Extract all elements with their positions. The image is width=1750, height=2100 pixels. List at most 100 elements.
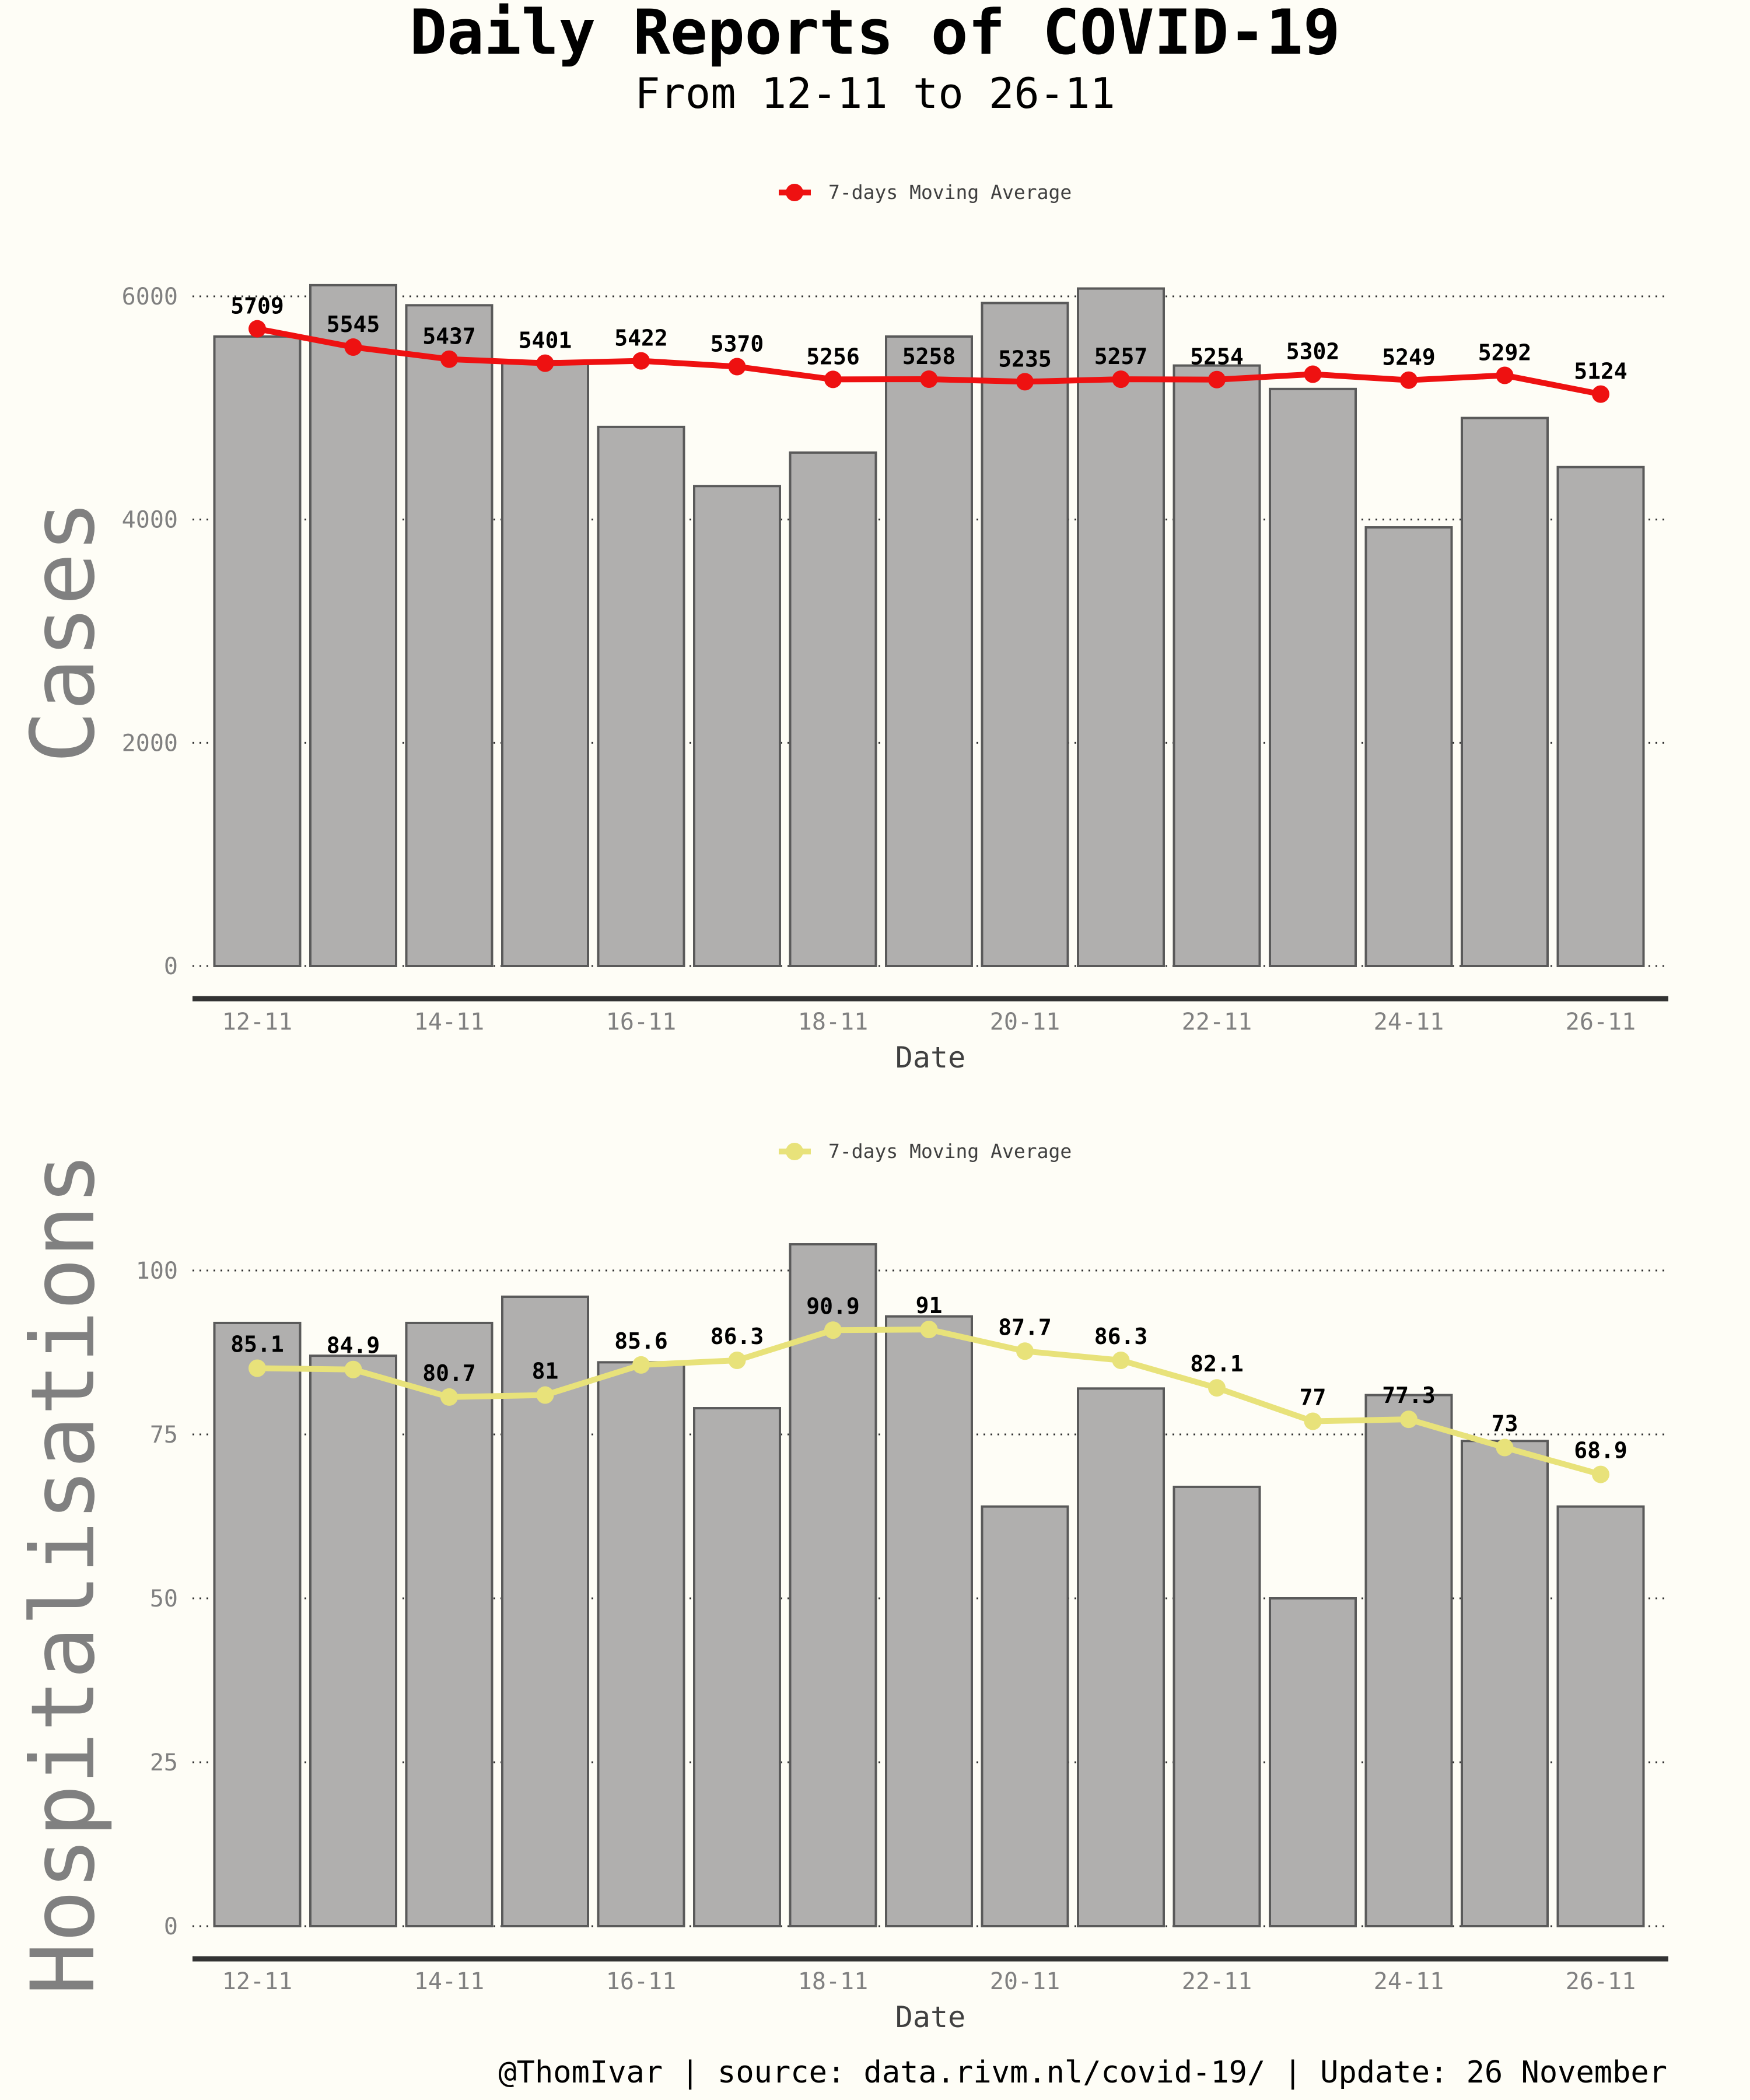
moving-average-point — [1400, 371, 1418, 389]
moving-average-point — [632, 352, 650, 370]
moving-average-point — [1496, 1438, 1514, 1457]
moving-average-point — [249, 1359, 266, 1377]
bar-26-11 — [1556, 466, 1645, 967]
moving-average-point — [440, 350, 458, 368]
bar-23-11 — [1269, 387, 1357, 967]
bar-12-11 — [213, 335, 302, 967]
x-tick-label: 22-11 — [1182, 1009, 1252, 1035]
moving-average-label: 86.3 — [710, 1324, 764, 1349]
moving-average-label: 68.9 — [1574, 1438, 1628, 1464]
moving-average-label: 85.1 — [230, 1331, 284, 1357]
bar-25-11 — [1461, 1440, 1549, 1927]
bar-22-11 — [1172, 364, 1261, 967]
moving-average-point — [344, 338, 362, 356]
y-tick-label: 50 — [150, 1586, 178, 1612]
bar-19-11 — [885, 1315, 973, 1927]
moving-average-point — [1208, 370, 1226, 388]
moving-average-point — [1208, 1379, 1226, 1397]
x-tick-label: 24-11 — [1374, 1968, 1444, 1995]
moving-average-point — [1112, 370, 1130, 388]
y-axis-title: Hospitalisations — [13, 1153, 114, 1996]
x-axis-title: Date — [895, 2000, 965, 2034]
moving-average-point — [728, 358, 746, 376]
moving-average-label: 5545 — [327, 312, 380, 337]
y-tick-label: 2000 — [122, 730, 178, 757]
bar-14-11 — [405, 304, 494, 967]
x-tick-label: 12-11 — [222, 1009, 292, 1035]
x-tick-label: 14-11 — [414, 1009, 484, 1035]
bar-16-11 — [597, 1361, 685, 1928]
legend-label: 7-days Moving Average — [828, 181, 1072, 204]
moving-average-point — [920, 370, 938, 388]
moving-average-point — [824, 1321, 842, 1339]
moving-average-label: 5249 — [1382, 345, 1436, 370]
x-tick-label: 20-11 — [990, 1968, 1060, 1995]
moving-average-label: 5709 — [230, 293, 284, 319]
moving-average-label: 90.9 — [806, 1293, 860, 1319]
moving-average-label: 5235 — [998, 346, 1052, 372]
moving-average-label: 77 — [1300, 1385, 1326, 1410]
moving-average-label: 80.7 — [422, 1360, 476, 1386]
moving-average-label: 91 — [916, 1293, 943, 1318]
bar-16-11 — [597, 425, 685, 967]
moving-average-point — [1592, 385, 1609, 403]
moving-average-label: 5370 — [710, 331, 764, 357]
x-tick-label: 16-11 — [606, 1968, 676, 1995]
x-tick-label: 18-11 — [798, 1009, 868, 1035]
source-footer: @ThomIvar | source: data.rivm.nl/covid-1… — [498, 2055, 1667, 2090]
legend-marker — [786, 1143, 803, 1160]
x-tick-label: 18-11 — [798, 1968, 868, 1995]
moving-average-point — [1592, 1465, 1609, 1483]
moving-average-point — [1016, 373, 1034, 391]
x-tick-label: 26-11 — [1566, 1009, 1636, 1035]
legend-marker — [786, 184, 803, 201]
bar-18-11 — [789, 451, 877, 967]
bar-24-11 — [1364, 526, 1453, 967]
bar-22-11 — [1172, 1485, 1261, 1927]
hospitalisations-chart: 0 25 50 75 100 85.1 84.9 80.7 81 85.6 86.3 90.9 91 87… — [13, 1140, 1668, 2034]
x-tick-label: 14-11 — [414, 1968, 484, 1995]
bar-21-11 — [1077, 287, 1165, 967]
moving-average-point — [344, 1360, 362, 1378]
y-tick-label: 75 — [150, 1422, 178, 1448]
moving-average-point — [1112, 1351, 1130, 1369]
moving-average-label: 5256 — [806, 344, 860, 369]
moving-average-point — [632, 1356, 650, 1374]
y-tick-label: 0 — [164, 1913, 178, 1940]
moving-average-point — [1304, 365, 1322, 383]
y-tick-label: 4000 — [122, 507, 178, 534]
bar-14-11 — [405, 1321, 494, 1927]
bar-12-11 — [213, 1321, 302, 1927]
moving-average-point — [1016, 1342, 1034, 1360]
bar-17-11 — [693, 1407, 781, 1928]
moving-average-point — [728, 1351, 746, 1369]
moving-average-point — [920, 1321, 938, 1339]
moving-average-label: 84.9 — [327, 1333, 380, 1359]
x-axis-title: Date — [895, 1041, 965, 1074]
bar-21-11 — [1077, 1387, 1165, 1928]
x-tick-label: 24-11 — [1374, 1009, 1444, 1035]
bar-13-11 — [309, 284, 397, 967]
moving-average-point — [1400, 1410, 1418, 1429]
moving-average-point — [1304, 1412, 1322, 1430]
moving-average-point — [440, 1388, 458, 1406]
bar-20-11 — [981, 1505, 1069, 1927]
cases-chart: 0 2000 4000 6000 5709 5545 5437 5401 5422 5370 525… — [13, 181, 1668, 1074]
moving-average-label: 5257 — [1094, 344, 1148, 369]
bar-18-11 — [789, 1243, 877, 1927]
moving-average-label: 86.3 — [1094, 1324, 1148, 1349]
x-tick-label: 16-11 — [606, 1009, 676, 1035]
bar-23-11 — [1269, 1597, 1357, 1927]
moving-average-label: 81 — [532, 1359, 559, 1384]
y-tick-label: 6000 — [122, 284, 178, 310]
moving-average-label: 5401 — [519, 328, 572, 354]
moving-average-label: 5302 — [1286, 339, 1340, 365]
bar-26-11 — [1556, 1505, 1645, 1927]
moving-average-point — [536, 354, 554, 372]
y-tick-label: 0 — [164, 953, 178, 980]
moving-average-label: 5258 — [902, 344, 956, 369]
bar-20-11 — [981, 302, 1069, 967]
bar-15-11 — [501, 359, 589, 967]
x-tick-label: 12-11 — [222, 1968, 292, 1995]
moving-average-label: 5292 — [1478, 340, 1532, 365]
